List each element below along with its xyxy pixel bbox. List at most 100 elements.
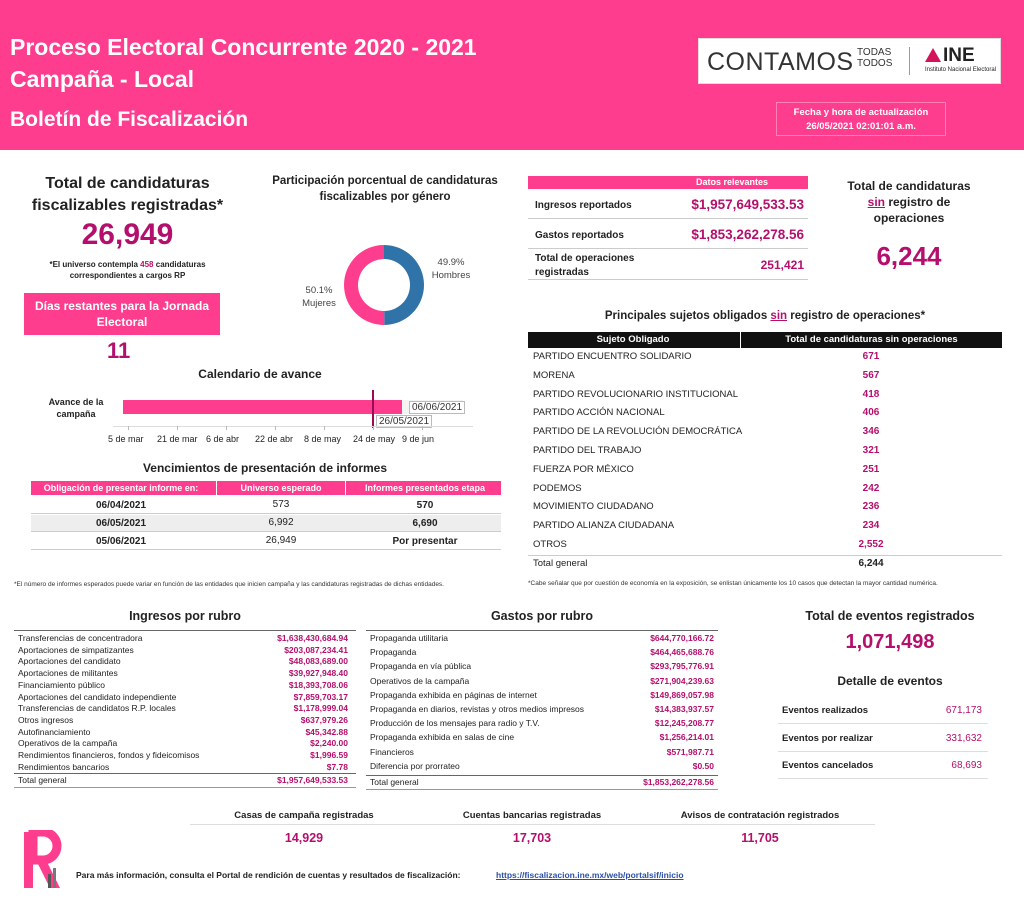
calendario-row-label: Avance de la campaña <box>48 397 104 419</box>
list-item-label: Transferencias de candidatos R.P. locale… <box>18 703 176 714</box>
vencimientos-footnote: *El número de informes esperados puede v… <box>14 581 444 588</box>
sujeto-value: 406 <box>862 407 880 419</box>
list-item-value: $1,638,430,684.94 <box>277 633 348 643</box>
registro-value: 11,705 <box>741 831 779 845</box>
list-item-label: Otros ingresos <box>18 714 74 725</box>
list-item-label: Transferencias de concentradora <box>18 633 143 643</box>
sujeto-value: 2,552 <box>858 539 884 550</box>
gastos-total-value: $1,853,262,278.56 <box>643 777 714 787</box>
list-item-label: Operativos de la campaña <box>370 675 470 686</box>
sujeto-name: OTROS <box>533 539 567 550</box>
sin-registro-title: Total de candidaturas sin registro de op… <box>834 178 984 226</box>
vencimientos-title: Vencimientos de presentación de informes <box>142 461 388 475</box>
vencimientos-header: Obligación de presentar informe en: Univ… <box>31 481 501 507</box>
vencimientos-date: 06/05/2021 <box>95 518 147 529</box>
sujeto-name: MORENA <box>533 369 575 381</box>
sujeto-name: PARTIDO ACCIÓN NACIONAL <box>533 407 665 419</box>
operaciones-value: 251,421 <box>760 258 804 272</box>
list-item-label: Aportaciones de militantes <box>18 668 118 679</box>
page-title-line2: Campaña - Local <box>10 66 195 92</box>
registro-label: Casas de campaña registradas <box>234 810 374 821</box>
contamos-ine-logo: CONTAMOS TODAS TODOS INE Instituto Nacion… <box>698 38 1001 84</box>
ine-logo-icon <box>925 48 941 62</box>
sujeto-value: 321 <box>862 445 880 456</box>
vencimientos-presentados: 570 <box>416 500 434 511</box>
calendario-tick-mark <box>275 426 276 430</box>
operaciones-label: Total de operaciones registradas <box>535 253 635 278</box>
list-item-value: $14,383,937.57 <box>654 704 714 714</box>
vencimientos-date: 06/04/2021 <box>95 500 147 511</box>
eventos-value: 1,071,498 <box>845 631 935 653</box>
calendario-tick-mark <box>128 426 129 430</box>
divider <box>778 778 988 779</box>
logo-todas-todos: TODAS TODOS <box>857 47 892 69</box>
registro-value: 17,703 <box>512 831 552 845</box>
sujetos-title-b: registro de operaciones* <box>790 310 926 322</box>
sujeto-name: PARTIDO DEL TRABAJO <box>533 445 642 456</box>
total-candidaturas-title: Total de candidaturas fiscalizables regi… <box>31 175 224 214</box>
calendario-tick-label: 6 de abr <box>206 434 240 444</box>
calendario-current-label: 26/05/2021 <box>376 415 433 428</box>
calendario-axis <box>113 426 473 427</box>
list-item-value: $571,987.71 <box>666 746 714 757</box>
divider <box>366 789 718 790</box>
divider <box>366 630 718 631</box>
sin-registro-title-b: registro de operaciones <box>873 195 951 225</box>
divider <box>778 723 988 724</box>
datos-relevantes-header-fill <box>528 176 656 189</box>
sujetos-title: Principales sujetos obligados sin regist… <box>528 310 1002 322</box>
logo-todos: TODOS <box>857 58 893 69</box>
sin-registro-highlight: sin <box>867 195 885 209</box>
list-item-label: Rendimientos financieros, fondos y fidei… <box>18 750 200 760</box>
vencimientos-esperado: 6,992 <box>268 517 294 528</box>
sin-registro-value: 6,244 <box>876 241 942 271</box>
list-item-label: Operativos de la campaña <box>18 738 118 749</box>
logo-ine-subtext: Instituto Nacional Electoral <box>925 67 997 73</box>
divider <box>190 824 875 825</box>
list-item-label: Aportaciones del candidato <box>18 656 121 667</box>
logo-contamos-text: CONTAMOS <box>707 48 854 76</box>
list-item-label: Aportaciones de simpatizantes <box>18 644 134 655</box>
gastos-total-label: Total general <box>370 777 419 787</box>
divider <box>14 787 356 789</box>
sujetos-total-label: Total general <box>533 558 588 569</box>
donut-slice-hombres <box>384 245 425 325</box>
ingresos-reportados-value: $1,957,649,533.53 <box>691 197 804 212</box>
calendario-progress-bar <box>123 400 402 414</box>
genero-hombres-label: 49.9% Hombres <box>426 256 476 282</box>
table-row <box>31 515 501 532</box>
footer-portal-link[interactable]: https://fiscalizacion.ine.mx/web/portals… <box>496 870 684 880</box>
list-item-value: $7,859,703.17 <box>293 691 348 702</box>
divider <box>14 630 356 631</box>
list-item-label: Autofinanciamiento <box>18 726 91 737</box>
sujeto-value: 346 <box>862 426 880 438</box>
logo-todas: TODAS <box>857 47 892 58</box>
list-item-label: Rendimientos bancarios <box>18 761 110 772</box>
list-item-value: $7.78 <box>326 761 348 772</box>
sujeto-value: 242 <box>862 482 880 494</box>
sujeto-name: PARTIDO ALIANZA CIUDADANA <box>533 520 675 532</box>
sujeto-value: 251 <box>862 463 880 475</box>
list-item-value: $203,087,234.41 <box>284 644 348 655</box>
sujeto-name: PARTIDO DE LA REVOLUCIÓN DEMOCRÁTICA <box>533 426 743 438</box>
sujetos-col-1: Sujeto Obligado <box>596 334 670 345</box>
list-item-value: $1,178,999.04 <box>293 703 348 714</box>
total-candidaturas-note: *El universo contempla 458 candidaturas … <box>30 259 225 281</box>
calendario-title: Calendario de avance <box>198 367 322 381</box>
list-item-value: $45,342.88 <box>305 726 348 737</box>
registro-label: Avisos de contratación registrados <box>680 810 840 821</box>
mujeres-percent: 50.1% <box>305 285 333 296</box>
calendario-end-label: 06/06/2021 <box>409 401 466 414</box>
divider <box>528 218 808 219</box>
vencimientos-date: 05/06/2021 <box>95 536 147 547</box>
hombres-text: Hombres <box>431 270 471 281</box>
list-item-value: $271,904,239.63 <box>650 675 714 686</box>
evento-label: Eventos por realizar <box>782 732 873 744</box>
eventos-title: Total de eventos registrados <box>805 609 975 623</box>
list-item-value: $1,996.59 <box>310 750 348 760</box>
list-item-value: $0.50 <box>692 760 714 771</box>
genero-donut-chart <box>344 245 425 325</box>
sujeto-value: 418 <box>862 388 880 400</box>
list-item-value: $39,927,948.40 <box>288 668 348 679</box>
calendario-tick-mark <box>422 426 423 430</box>
